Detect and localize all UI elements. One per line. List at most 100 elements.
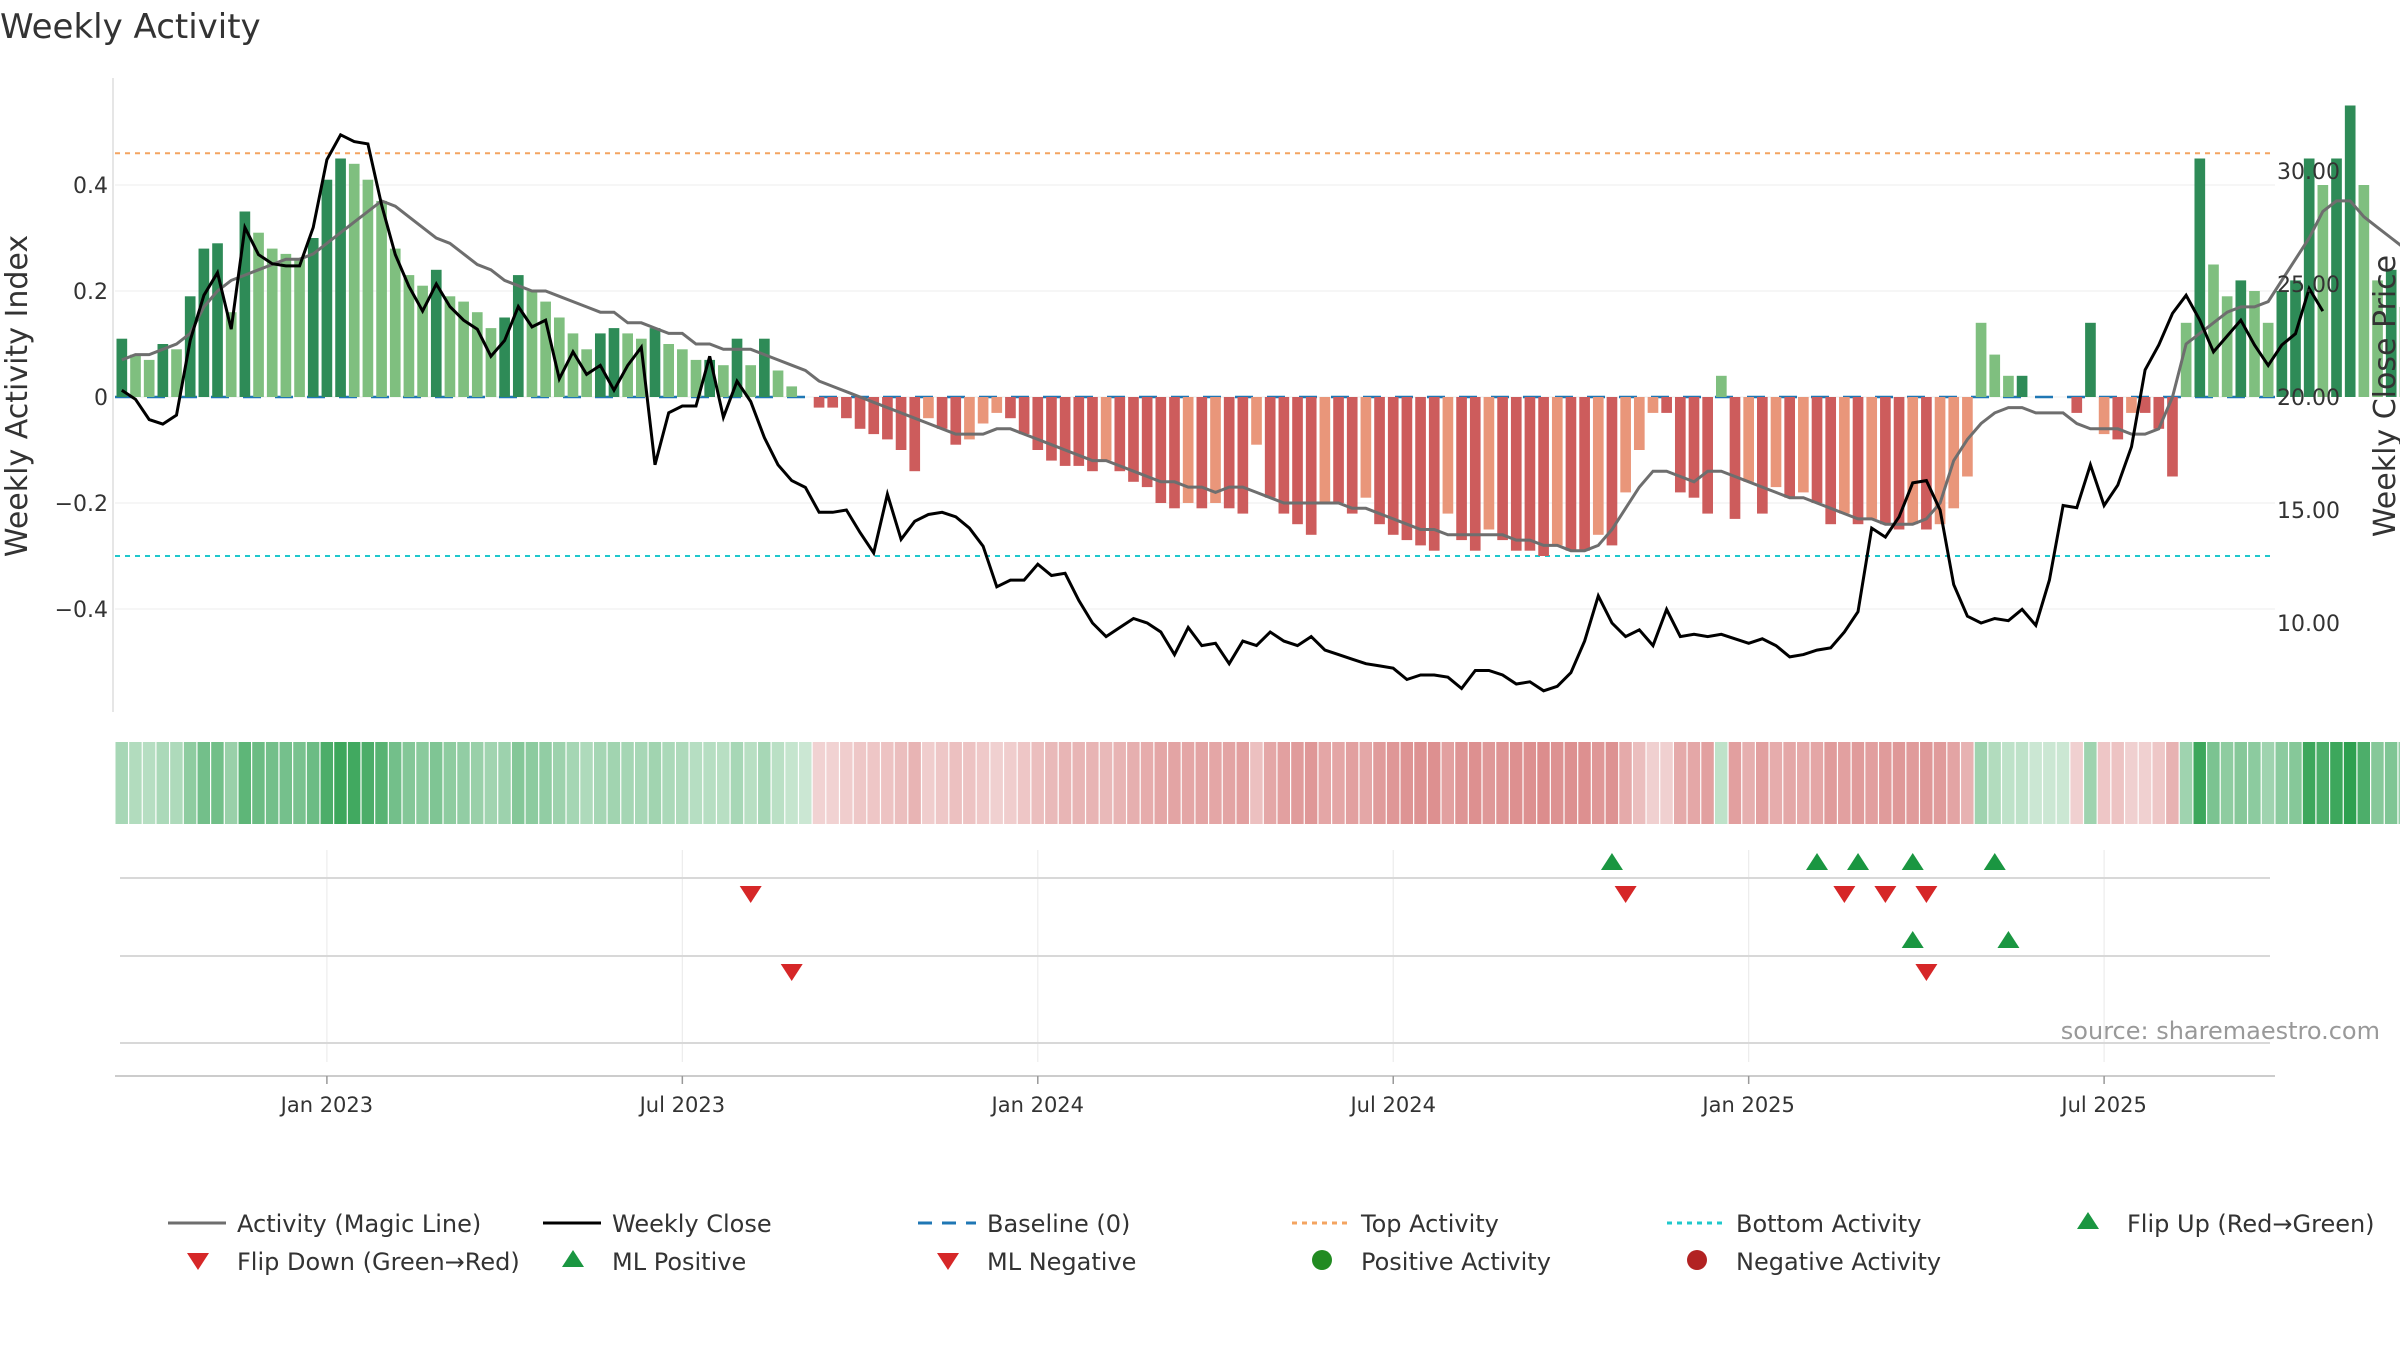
activity-bar <box>1715 375 1727 397</box>
activity-bar <box>1319 397 1331 503</box>
activity-bar <box>745 365 757 397</box>
ml-negative-marker <box>780 964 803 981</box>
heat-cell <box>2166 742 2179 824</box>
activity-bar <box>348 163 360 397</box>
activity-bar <box>1729 397 1741 519</box>
activity-bar <box>2317 185 2329 397</box>
heat-cell <box>1427 742 1441 824</box>
heat-cell <box>1263 742 1277 824</box>
ml-negative-marker <box>1915 964 1938 981</box>
activity-bar <box>663 344 675 397</box>
heat-cell <box>1933 742 1947 824</box>
activity-bar <box>909 397 921 472</box>
heat-cell <box>1660 742 1673 824</box>
heat-cell <box>1961 742 1974 824</box>
heat-cell <box>1742 742 1755 824</box>
activity-bar <box>2003 375 2014 397</box>
heat-cell <box>457 742 470 824</box>
activity-bar <box>1497 397 1508 541</box>
chart-title: Weekly Activity <box>0 7 261 47</box>
heat-cell <box>1550 742 1564 824</box>
activity-bar <box>1866 397 1878 519</box>
heat-cell <box>1824 742 1837 824</box>
y-tick-left-label: −0.4 <box>55 598 108 623</box>
activity-bar <box>677 349 688 397</box>
heat-cell <box>894 742 908 824</box>
x-tick-label: Jul 2023 <box>638 1093 725 1117</box>
activity-bars <box>116 105 2400 556</box>
heat-cell <box>1154 742 1167 824</box>
legend-flip-up-swatch <box>2077 1212 2099 1229</box>
heat-cell <box>402 742 416 824</box>
heat-cell <box>320 742 334 824</box>
x-tick-label: Jan 2024 <box>990 1093 1085 1117</box>
heat-cell <box>2207 742 2220 824</box>
activity-bar <box>1907 397 1919 525</box>
heat-cell <box>1441 742 1455 824</box>
heat-cell <box>1140 742 1154 824</box>
activity-bar <box>526 291 538 397</box>
activity-bar <box>1428 397 1440 551</box>
activity-bar <box>1934 397 1946 525</box>
heat-cell <box>1509 742 1523 824</box>
heat-cell <box>1769 742 1783 824</box>
activity-bar <box>1702 397 1713 514</box>
heat-cell <box>279 742 293 824</box>
heat-cell <box>156 742 169 824</box>
activity-bar <box>567 333 579 397</box>
activity-bar <box>2385 269 2397 397</box>
heat-cell <box>1468 742 1482 824</box>
activity-bar <box>1852 397 1864 525</box>
heat-cell <box>1687 742 1701 824</box>
y-tick-right-label: 10.00 <box>2277 612 2340 637</box>
activity-bar <box>977 397 989 424</box>
heat-cell <box>1332 742 1345 824</box>
heat-cell <box>1168 742 1181 824</box>
heat-cell <box>1537 742 1550 824</box>
activity-bar <box>1647 397 1659 413</box>
heat-cell <box>142 742 156 824</box>
heat-cell <box>1345 742 1359 824</box>
activity-bar <box>444 296 456 397</box>
activity-bar <box>1620 397 1631 493</box>
heat-cell <box>2152 742 2165 824</box>
y-tick-left-label: 0.2 <box>73 280 108 305</box>
activity-bar <box>731 338 743 397</box>
flip-down-marker <box>1874 886 1897 903</box>
heat-cell <box>2248 742 2261 824</box>
heat-cell <box>2029 742 2042 824</box>
heat-cell <box>293 742 306 824</box>
event-markers <box>187 853 2099 1270</box>
activity-bar <box>540 301 551 397</box>
activity-bar <box>608 328 620 397</box>
heat-cell <box>525 742 539 824</box>
activity-bar <box>923 397 934 419</box>
activity-bar <box>2112 397 2124 440</box>
y-axis-right-label: Weekly Close Price <box>2368 255 2400 537</box>
flip-down-marker <box>1915 886 1938 903</box>
heat-cell <box>1072 742 1085 824</box>
activity-bar <box>1100 397 1112 461</box>
heat-cell <box>1099 742 1113 824</box>
heat-cell <box>498 742 511 824</box>
activity-bar <box>266 248 278 397</box>
heat-cell <box>183 742 197 824</box>
activity-bar <box>1059 397 1071 466</box>
heat-cell <box>1004 742 1017 824</box>
magic-line-series <box>121 199 2400 553</box>
flip-up-marker <box>1600 853 1623 870</box>
heat-cell <box>2371 742 2384 824</box>
heat-cell <box>1127 742 1140 824</box>
heat-cell <box>990 742 1003 824</box>
ml-positive-marker <box>1997 931 2020 948</box>
activity-bar <box>1743 397 1755 482</box>
heat-cell <box>1851 742 1865 824</box>
heat-cell <box>1892 742 1906 824</box>
activity-bar <box>1046 397 1057 461</box>
heat-cell <box>1017 742 1031 824</box>
legend-positive-activity-label: Positive Activity <box>1361 1248 1551 1276</box>
legend-bottom-activity-label: Bottom Activity <box>1736 1210 1921 1238</box>
heat-cell <box>2343 742 2357 824</box>
heat-cell <box>1386 742 1400 824</box>
legend-magic-line-label: Activity (Magic Line) <box>237 1210 481 1238</box>
